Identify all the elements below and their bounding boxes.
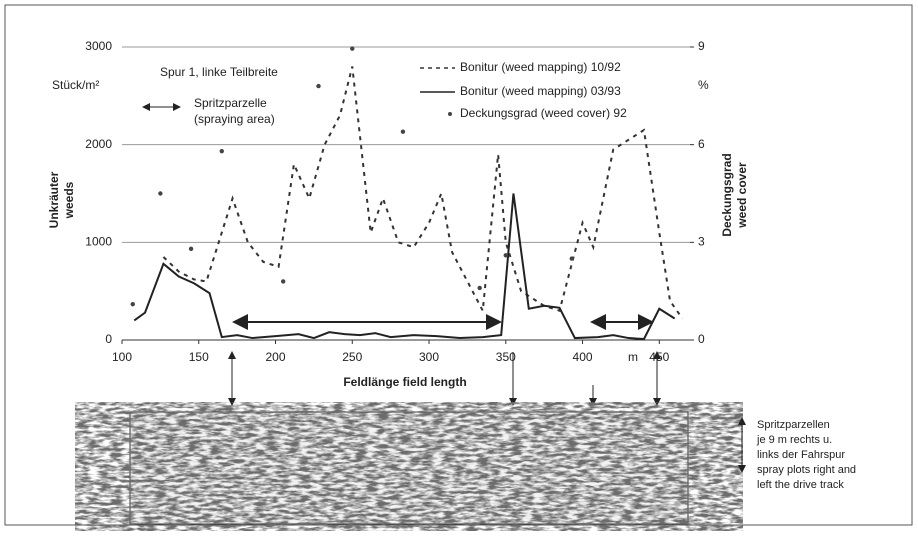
y-label: weeds (62, 181, 76, 219)
side-note: left the drive track (757, 479, 844, 491)
data-point (130, 301, 135, 307)
x-tick-label: 250 (342, 350, 362, 364)
x-tick-label: 100 (112, 350, 132, 364)
x-tick-label: 350 (496, 350, 516, 364)
data-point (280, 279, 286, 284)
y-tick-label: 3000 (85, 39, 112, 53)
data-point (503, 253, 508, 258)
side-note: links der Fahrspur (757, 449, 845, 461)
data-line (133, 193, 676, 341)
data-point (350, 46, 355, 51)
data-point (400, 129, 406, 134)
data-line (162, 66, 684, 320)
y-label: Unkräuter (47, 171, 61, 228)
x-unit: m (628, 350, 638, 364)
legend-marker (448, 112, 452, 116)
y2-tick-label: 6 (698, 137, 705, 151)
legend-label: Bonitur (weed mapping) 10/92 (460, 60, 621, 74)
field-image-texture (131, 413, 687, 523)
x-label: Feldlänge field length (343, 375, 466, 389)
y2-label: weed cover (735, 162, 749, 229)
data-point (158, 191, 163, 196)
y2-unit: % (698, 78, 709, 92)
annotation: Spritzparzelle (194, 96, 267, 110)
x-tick-label: 400 (573, 350, 593, 364)
x-tick-label: 450 (649, 350, 669, 364)
x-tick-label: 150 (189, 350, 209, 364)
data-point (188, 246, 194, 252)
y2-tick-label: 0 (698, 332, 705, 346)
legend-label: Bonitur (weed mapping) 03/93 (460, 84, 621, 98)
x-tick-label: 300 (419, 350, 439, 364)
data-point (477, 285, 482, 291)
y2-tick-label: 9 (698, 39, 705, 53)
data-point (569, 256, 574, 261)
y-unit: Stück/m² (52, 78, 99, 92)
annotation: (spraying area) (194, 112, 275, 126)
side-note: Spritzparzellen (757, 419, 830, 431)
legend-label: Deckungsgrad (weed cover) 92 (460, 106, 627, 120)
data-point (316, 83, 321, 89)
y2-tick-label: 3 (698, 235, 705, 249)
side-note: spray plots right and (757, 464, 856, 476)
data-point (219, 148, 224, 154)
annotation: Spur 1, linke Teilbreite (160, 65, 278, 79)
x-tick-label: 200 (265, 350, 285, 364)
side-note: je 9 m rechts u. (756, 434, 832, 446)
y2-label: Deckungsgrad (720, 153, 734, 236)
y-tick-label: 1000 (85, 235, 112, 249)
y-tick-label: 0 (105, 332, 112, 346)
y-tick-label: 2000 (85, 137, 112, 151)
